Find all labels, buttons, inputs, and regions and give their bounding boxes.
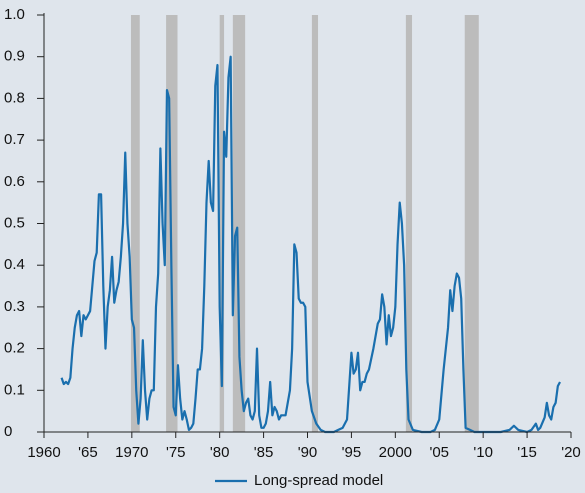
recession-band (405, 15, 413, 432)
legend-label: Long-spread model (254, 472, 383, 489)
line-layer (60, 55, 561, 434)
y-tick-label: 1.0 (4, 6, 25, 23)
x-tick-label: '20 (561, 444, 581, 461)
x-tick-label: '95 (342, 444, 362, 461)
x-tick-label: '10 (473, 444, 493, 461)
x-tick-label: '75 (166, 444, 186, 461)
x-tick-label: '85 (254, 444, 274, 461)
y-tick-label: 0.9 (4, 48, 25, 65)
y-tick-label: 0.2 (4, 340, 25, 357)
y-tick-label: 0.4 (4, 256, 25, 273)
y-tick-label: 0.1 (4, 381, 25, 398)
y-tick-label: 0.7 (4, 131, 25, 148)
series-line (60, 55, 561, 434)
x-tick-label: '05 (429, 444, 449, 461)
x-tick-label: '80 (210, 444, 230, 461)
recession-band (232, 15, 246, 432)
recession-band (130, 15, 140, 432)
y-tick-label: 0.3 (4, 298, 25, 315)
x-tick-label: '65 (78, 444, 98, 461)
axes-layer: 0 0.1 0.2 0.3 0.4 0.5 0.6 0.7 0.8 0.9 1.0 1960 '65 19… (4, 6, 581, 489)
x-tick-label: 2000 (379, 444, 412, 461)
x-tick-label: '15 (517, 444, 537, 461)
y-tick-label: 0.5 (4, 214, 25, 231)
recession-band (219, 15, 225, 432)
recession-band (311, 15, 319, 432)
x-tick-label: 1960 (27, 444, 60, 461)
recession-layer (130, 15, 479, 432)
y-tick-label: 0 (4, 423, 12, 440)
x-tick-label: '90 (298, 444, 318, 461)
y-tick-label: 0.6 (4, 173, 25, 190)
y-tick-label: 0.8 (4, 89, 25, 106)
x-tick-label: 1970 (115, 444, 148, 461)
recession-band (464, 15, 479, 432)
